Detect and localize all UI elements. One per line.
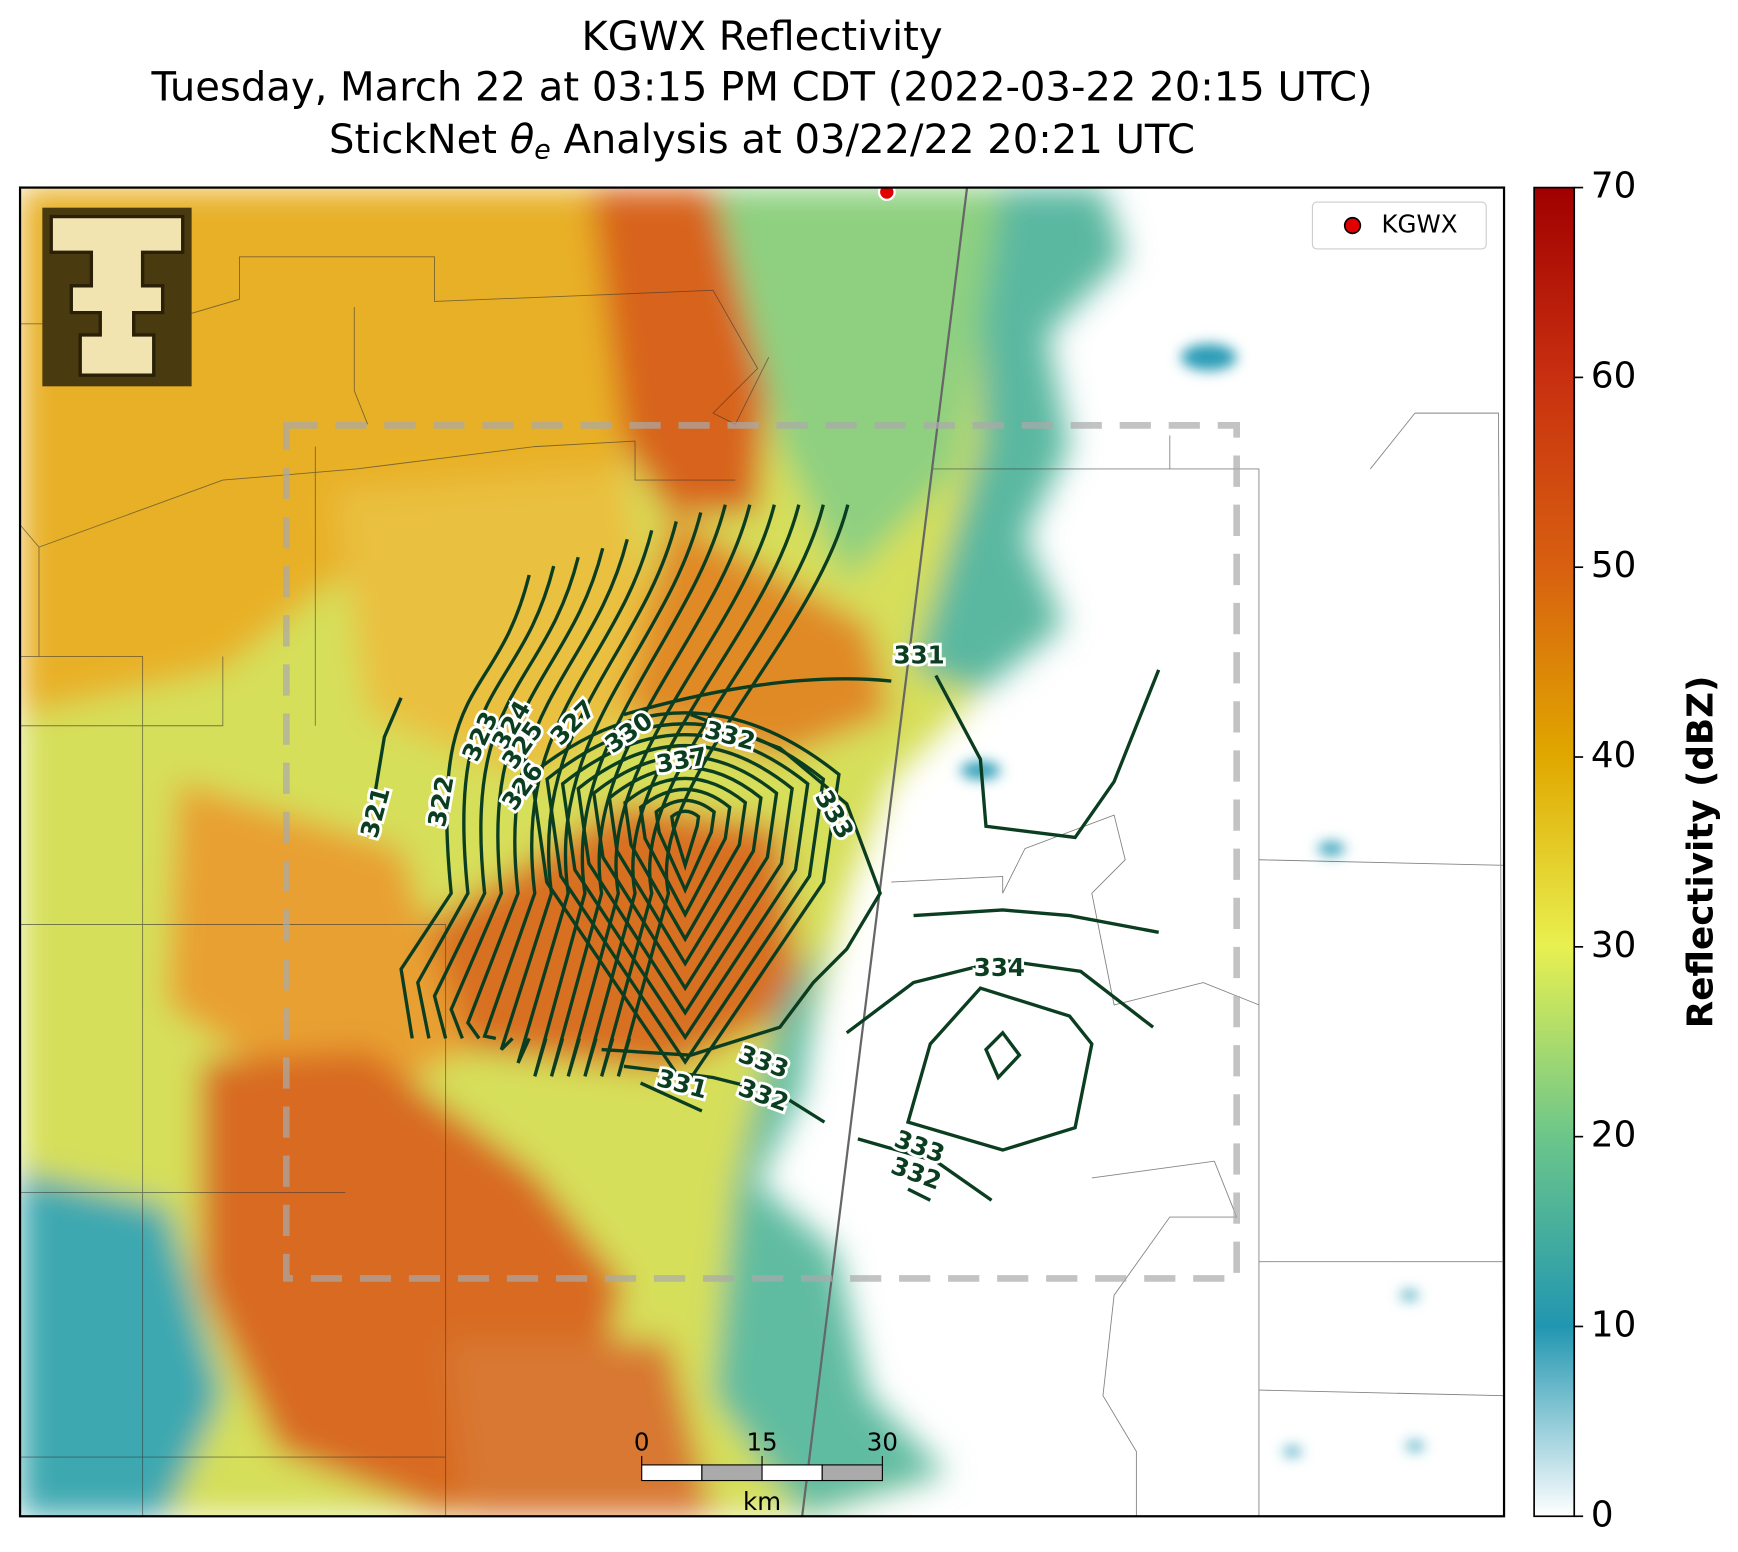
map-frame <box>18 186 1506 1518</box>
colorbar-label: Reflectivity (dBZ) <box>1680 676 1721 1029</box>
subscript: e <box>534 134 550 165</box>
colorbar-tick-label: 30 <box>1591 925 1636 966</box>
contour-line <box>623 677 892 717</box>
radar-site <box>877 187 896 201</box>
contour-line <box>583 504 801 1077</box>
contour-line <box>533 504 727 1077</box>
contour-line <box>983 1030 1022 1081</box>
contour-line <box>545 722 826 1065</box>
contour-line <box>432 556 580 1039</box>
colorbar-tick-label: 70 <box>1591 166 1636 207</box>
contour-line <box>576 743 794 1016</box>
contour-line <box>399 574 531 1039</box>
legend-box <box>1311 201 1487 250</box>
contour-line <box>499 521 678 1051</box>
scale-unit: km <box>743 1487 781 1516</box>
contour-line <box>592 755 779 992</box>
contour-line <box>601 713 882 1057</box>
contour-line <box>371 697 403 805</box>
contour-line <box>857 1137 993 1202</box>
scale-segment <box>641 1464 703 1482</box>
scale-segment <box>761 1464 823 1482</box>
contour-line <box>639 1081 703 1113</box>
contour-line <box>560 733 810 1041</box>
contour-line <box>907 1187 932 1202</box>
scale-segment <box>821 1464 883 1482</box>
contour-line <box>934 669 1161 840</box>
contour-line <box>482 529 654 1041</box>
contour-line <box>623 776 748 943</box>
scale-tick-label: 30 <box>867 1428 898 1457</box>
contour-label: 331 <box>894 641 945 670</box>
contour-line <box>529 711 841 1090</box>
contour-line <box>913 908 1159 934</box>
legend-marker <box>1343 216 1362 235</box>
subtitle: Tuesday, March 22 at 03:15 PM CDT (2022-… <box>150 64 1372 110</box>
contour-label: 334 <box>974 953 1025 982</box>
contour-line <box>416 565 556 1039</box>
analysis-prefix: StickNet <box>329 117 497 163</box>
colorbar-axis: 0 10 20 30 40 50 60 70 <box>1574 166 1636 1535</box>
analysis-title: StickNet θe Analysis at 03/22/22 20:21 U… <box>329 117 1195 172</box>
contour-line <box>607 765 763 967</box>
contour-line <box>549 504 752 1077</box>
scale-bar: 0 15 30 km <box>634 1428 898 1516</box>
colorbar-tick-label: 10 <box>1591 1304 1636 1345</box>
contour-line <box>670 809 701 872</box>
scale-tick-label: 15 <box>746 1428 777 1457</box>
contour-line <box>654 798 716 894</box>
contour-line <box>623 1064 826 1124</box>
legend: KGWX <box>1311 201 1487 250</box>
contour-line <box>638 787 732 919</box>
scale-tick-label: 0 <box>634 1428 650 1457</box>
logo <box>42 207 192 387</box>
analysis-suffix: Analysis at 03/22/22 20:21 UTC <box>563 117 1195 163</box>
scale-segment <box>701 1464 763 1482</box>
contour-line <box>905 986 1094 1152</box>
theta: θ <box>510 117 535 163</box>
colorbar-tick-label: 40 <box>1591 735 1636 776</box>
colorbar <box>1533 186 1576 1518</box>
contour-line <box>449 547 605 1039</box>
contour-line <box>566 504 776 1077</box>
colorbar-tick-label: 50 <box>1591 545 1636 586</box>
colorbar-tick-label: 20 <box>1591 1115 1636 1156</box>
title: KGWX Reflectivity <box>581 14 942 60</box>
contour-line <box>466 538 629 1040</box>
colorbar-tick-label: 0 <box>1591 1494 1614 1535</box>
contour-line <box>845 958 1155 1035</box>
colorbar-tick-label: 60 <box>1591 355 1636 396</box>
contour-label: 331 <box>654 1063 711 1104</box>
contour-line <box>516 512 703 1064</box>
legend-label: KGWX <box>1381 210 1457 239</box>
